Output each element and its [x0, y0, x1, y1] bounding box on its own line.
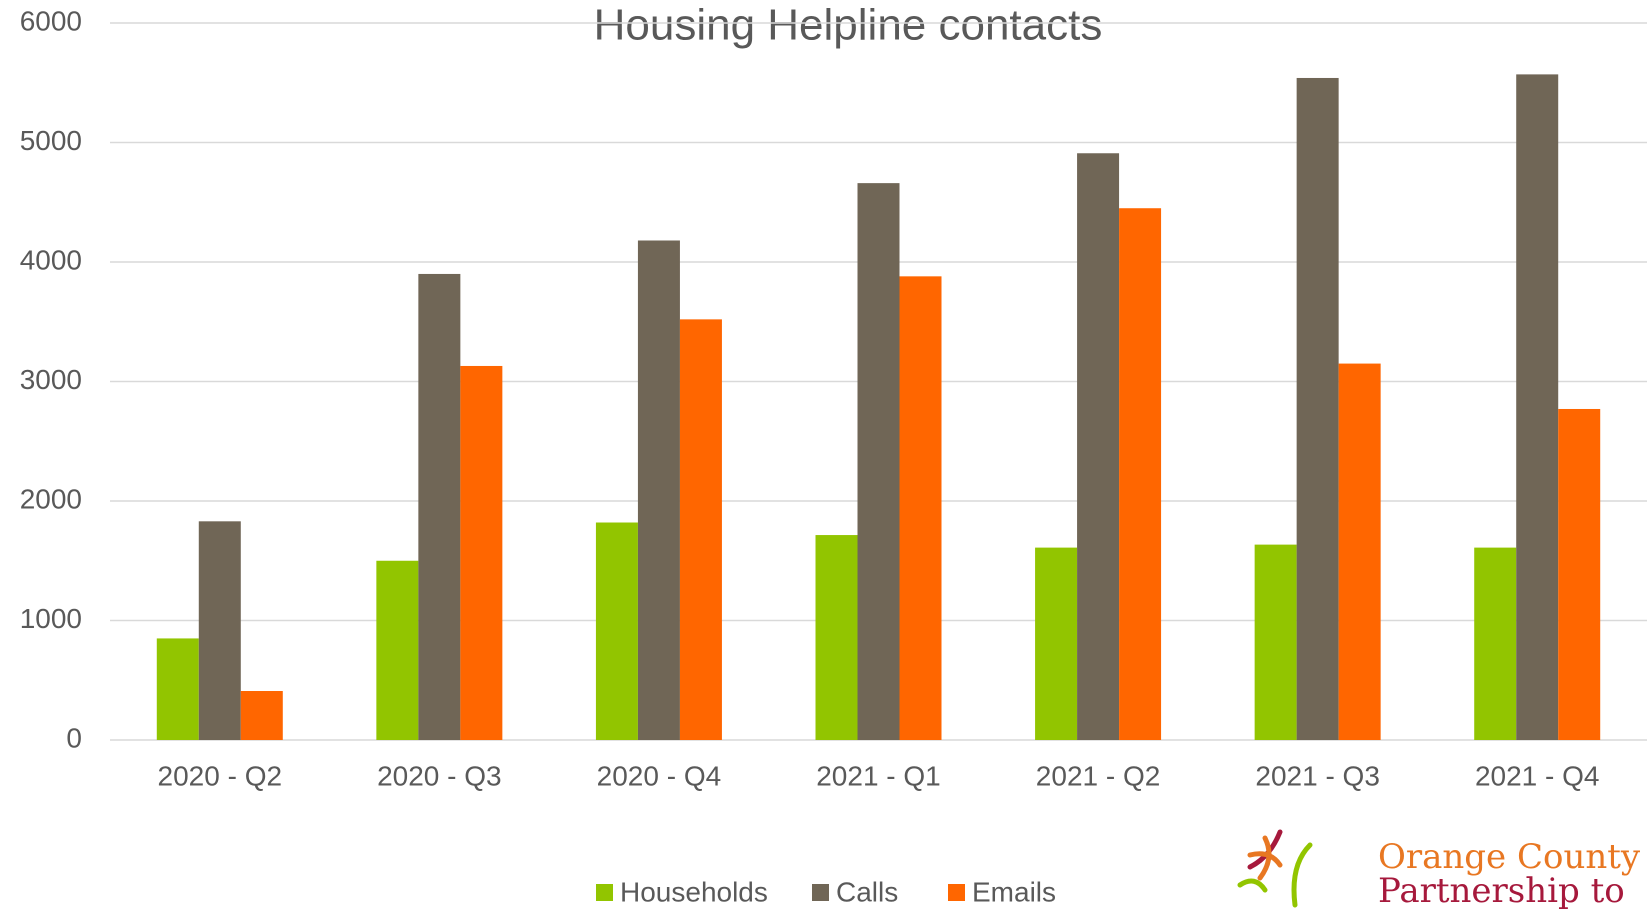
bar [1474, 547, 1517, 740]
x-tick-label: 2021 - Q4 [1475, 760, 1600, 791]
legend-label: Households [620, 876, 768, 907]
logo-text: Partnership to [1378, 871, 1625, 909]
bar [1516, 74, 1559, 740]
bar [1035, 547, 1078, 740]
bar [240, 691, 283, 740]
bar [1119, 208, 1162, 741]
bar [1558, 408, 1601, 740]
legend-swatch [812, 884, 829, 901]
y-tick-label: 5000 [20, 125, 82, 156]
x-tick-label: 2021 - Q3 [1255, 760, 1380, 791]
legend-label: Calls [836, 876, 898, 907]
bar [857, 183, 900, 740]
x-tick-label: 2021 - Q2 [1036, 760, 1161, 791]
logo-text: Orange County [1378, 837, 1641, 877]
bar [679, 319, 722, 740]
bar [1296, 77, 1339, 741]
x-tick-label: 2020 - Q2 [158, 760, 283, 791]
x-tick-label: 2020 - Q3 [377, 760, 502, 791]
legend-label: Emails [972, 876, 1056, 907]
x-tick-label: 2020 - Q4 [597, 760, 722, 791]
logo-mark [1237, 829, 1313, 908]
bar [1254, 544, 1297, 740]
y-tick-label: 2000 [20, 483, 82, 514]
chart-title: Housing Helpline contacts [594, 1, 1103, 50]
bar [1077, 153, 1120, 740]
y-tick-label: 6000 [20, 5, 82, 36]
y-tick-label: 1000 [20, 603, 82, 634]
bar [595, 522, 638, 740]
legend-swatch [596, 884, 613, 901]
bar [418, 273, 461, 740]
x-tick-label: 2021 - Q1 [816, 760, 941, 791]
legend-swatch [948, 884, 965, 901]
bar [460, 365, 503, 740]
y-tick-label: 3000 [20, 364, 82, 395]
bar [637, 240, 680, 741]
bar [376, 560, 419, 740]
y-tick-label: 4000 [20, 244, 82, 275]
bar [1338, 363, 1381, 740]
bar [156, 638, 199, 740]
bar [815, 535, 858, 740]
bar [899, 276, 942, 740]
bar [198, 521, 241, 740]
y-tick-label: 0 [66, 722, 82, 753]
